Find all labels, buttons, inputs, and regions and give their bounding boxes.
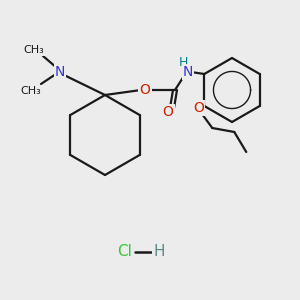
Text: CH₃: CH₃ [21,86,41,96]
Text: Cl: Cl [118,244,132,260]
Text: N: N [55,65,65,79]
Text: O: O [193,101,204,115]
Text: H: H [178,56,188,68]
Text: O: O [140,83,150,97]
Text: O: O [163,105,173,119]
Text: CH₃: CH₃ [24,45,44,55]
Text: H: H [153,244,165,260]
Text: N: N [183,65,193,79]
